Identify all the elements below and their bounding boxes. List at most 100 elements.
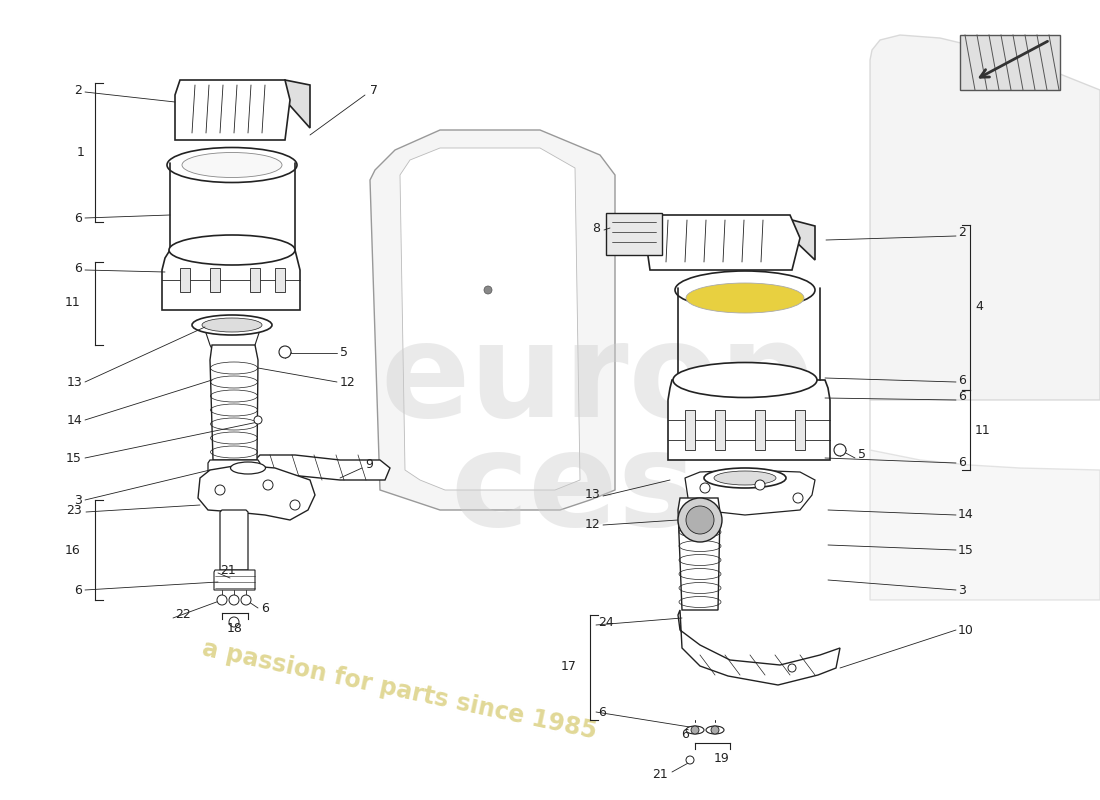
Text: 4: 4 [975,301,983,314]
FancyBboxPatch shape [606,213,662,255]
Text: a passion for parts since 1985: a passion for parts since 1985 [200,637,598,743]
Text: 3: 3 [74,494,82,506]
Circle shape [834,444,846,456]
FancyBboxPatch shape [180,268,190,292]
Ellipse shape [167,147,297,182]
Text: 16: 16 [64,543,80,557]
Text: 14: 14 [958,509,974,522]
Circle shape [241,595,251,605]
Circle shape [229,617,239,627]
Text: 18: 18 [227,622,243,634]
Polygon shape [678,498,721,610]
Text: 24: 24 [598,615,614,629]
Polygon shape [400,148,580,490]
Text: 10: 10 [958,623,974,637]
FancyBboxPatch shape [715,410,725,450]
Text: 6: 6 [74,262,82,274]
Circle shape [691,726,698,734]
Ellipse shape [202,318,262,332]
Text: 12: 12 [584,518,600,531]
Text: 11: 11 [64,297,80,310]
Polygon shape [198,465,315,520]
Circle shape [229,595,239,605]
FancyBboxPatch shape [755,410,764,450]
Text: 21: 21 [652,769,668,782]
Text: 23: 23 [66,503,82,517]
Circle shape [254,416,262,424]
Ellipse shape [686,726,704,734]
Circle shape [214,485,225,495]
Polygon shape [208,460,260,478]
Text: 17: 17 [561,661,578,674]
Polygon shape [285,80,310,128]
Circle shape [217,595,227,605]
Ellipse shape [673,362,817,398]
FancyBboxPatch shape [250,268,260,292]
Circle shape [279,346,292,358]
Circle shape [788,664,796,672]
Polygon shape [792,220,815,260]
Polygon shape [645,215,800,270]
Polygon shape [685,470,815,515]
Text: 14: 14 [66,414,82,426]
Text: 19: 19 [714,751,730,765]
FancyBboxPatch shape [960,35,1060,90]
Ellipse shape [686,283,804,313]
FancyBboxPatch shape [685,410,695,450]
Circle shape [290,500,300,510]
Text: 15: 15 [958,543,974,557]
Text: 9: 9 [365,458,373,471]
Text: 22: 22 [175,609,190,622]
Polygon shape [678,610,840,685]
Text: 7: 7 [370,83,378,97]
Circle shape [686,506,714,534]
Polygon shape [370,130,615,510]
Polygon shape [870,35,1100,400]
Ellipse shape [704,468,786,488]
Text: 21: 21 [220,563,235,577]
Text: 5: 5 [340,346,348,359]
Text: 11: 11 [975,423,991,437]
Text: 6: 6 [958,390,966,403]
Polygon shape [175,80,290,140]
Polygon shape [668,380,830,460]
FancyBboxPatch shape [210,268,220,292]
FancyBboxPatch shape [795,410,805,450]
Text: 6: 6 [261,602,268,614]
Circle shape [678,498,722,542]
Text: 6: 6 [958,374,966,386]
Polygon shape [205,325,260,358]
Text: europ: europ [379,317,814,443]
Text: 6: 6 [74,211,82,225]
Ellipse shape [192,315,272,335]
Circle shape [484,286,492,294]
Text: 2: 2 [958,226,966,239]
Ellipse shape [169,235,295,265]
Text: ces: ces [450,426,696,554]
Polygon shape [220,510,248,570]
Ellipse shape [714,471,775,485]
Ellipse shape [706,726,724,734]
Text: 1: 1 [77,146,85,158]
Polygon shape [255,455,390,480]
Text: 6: 6 [681,729,689,742]
Ellipse shape [182,153,282,178]
Text: 15: 15 [66,451,82,465]
Text: 6: 6 [598,706,606,718]
Text: 13: 13 [66,375,82,389]
Text: 6: 6 [74,583,82,597]
Circle shape [711,726,719,734]
Text: 13: 13 [584,489,600,502]
Polygon shape [210,345,258,460]
Text: 6: 6 [958,455,966,469]
Circle shape [700,483,710,493]
Text: 2: 2 [74,83,82,97]
Polygon shape [214,570,255,590]
Circle shape [793,493,803,503]
FancyBboxPatch shape [275,268,285,292]
Text: 8: 8 [592,222,600,234]
Text: 5: 5 [858,449,866,462]
Circle shape [263,480,273,490]
Polygon shape [870,400,1100,600]
Ellipse shape [675,271,815,309]
